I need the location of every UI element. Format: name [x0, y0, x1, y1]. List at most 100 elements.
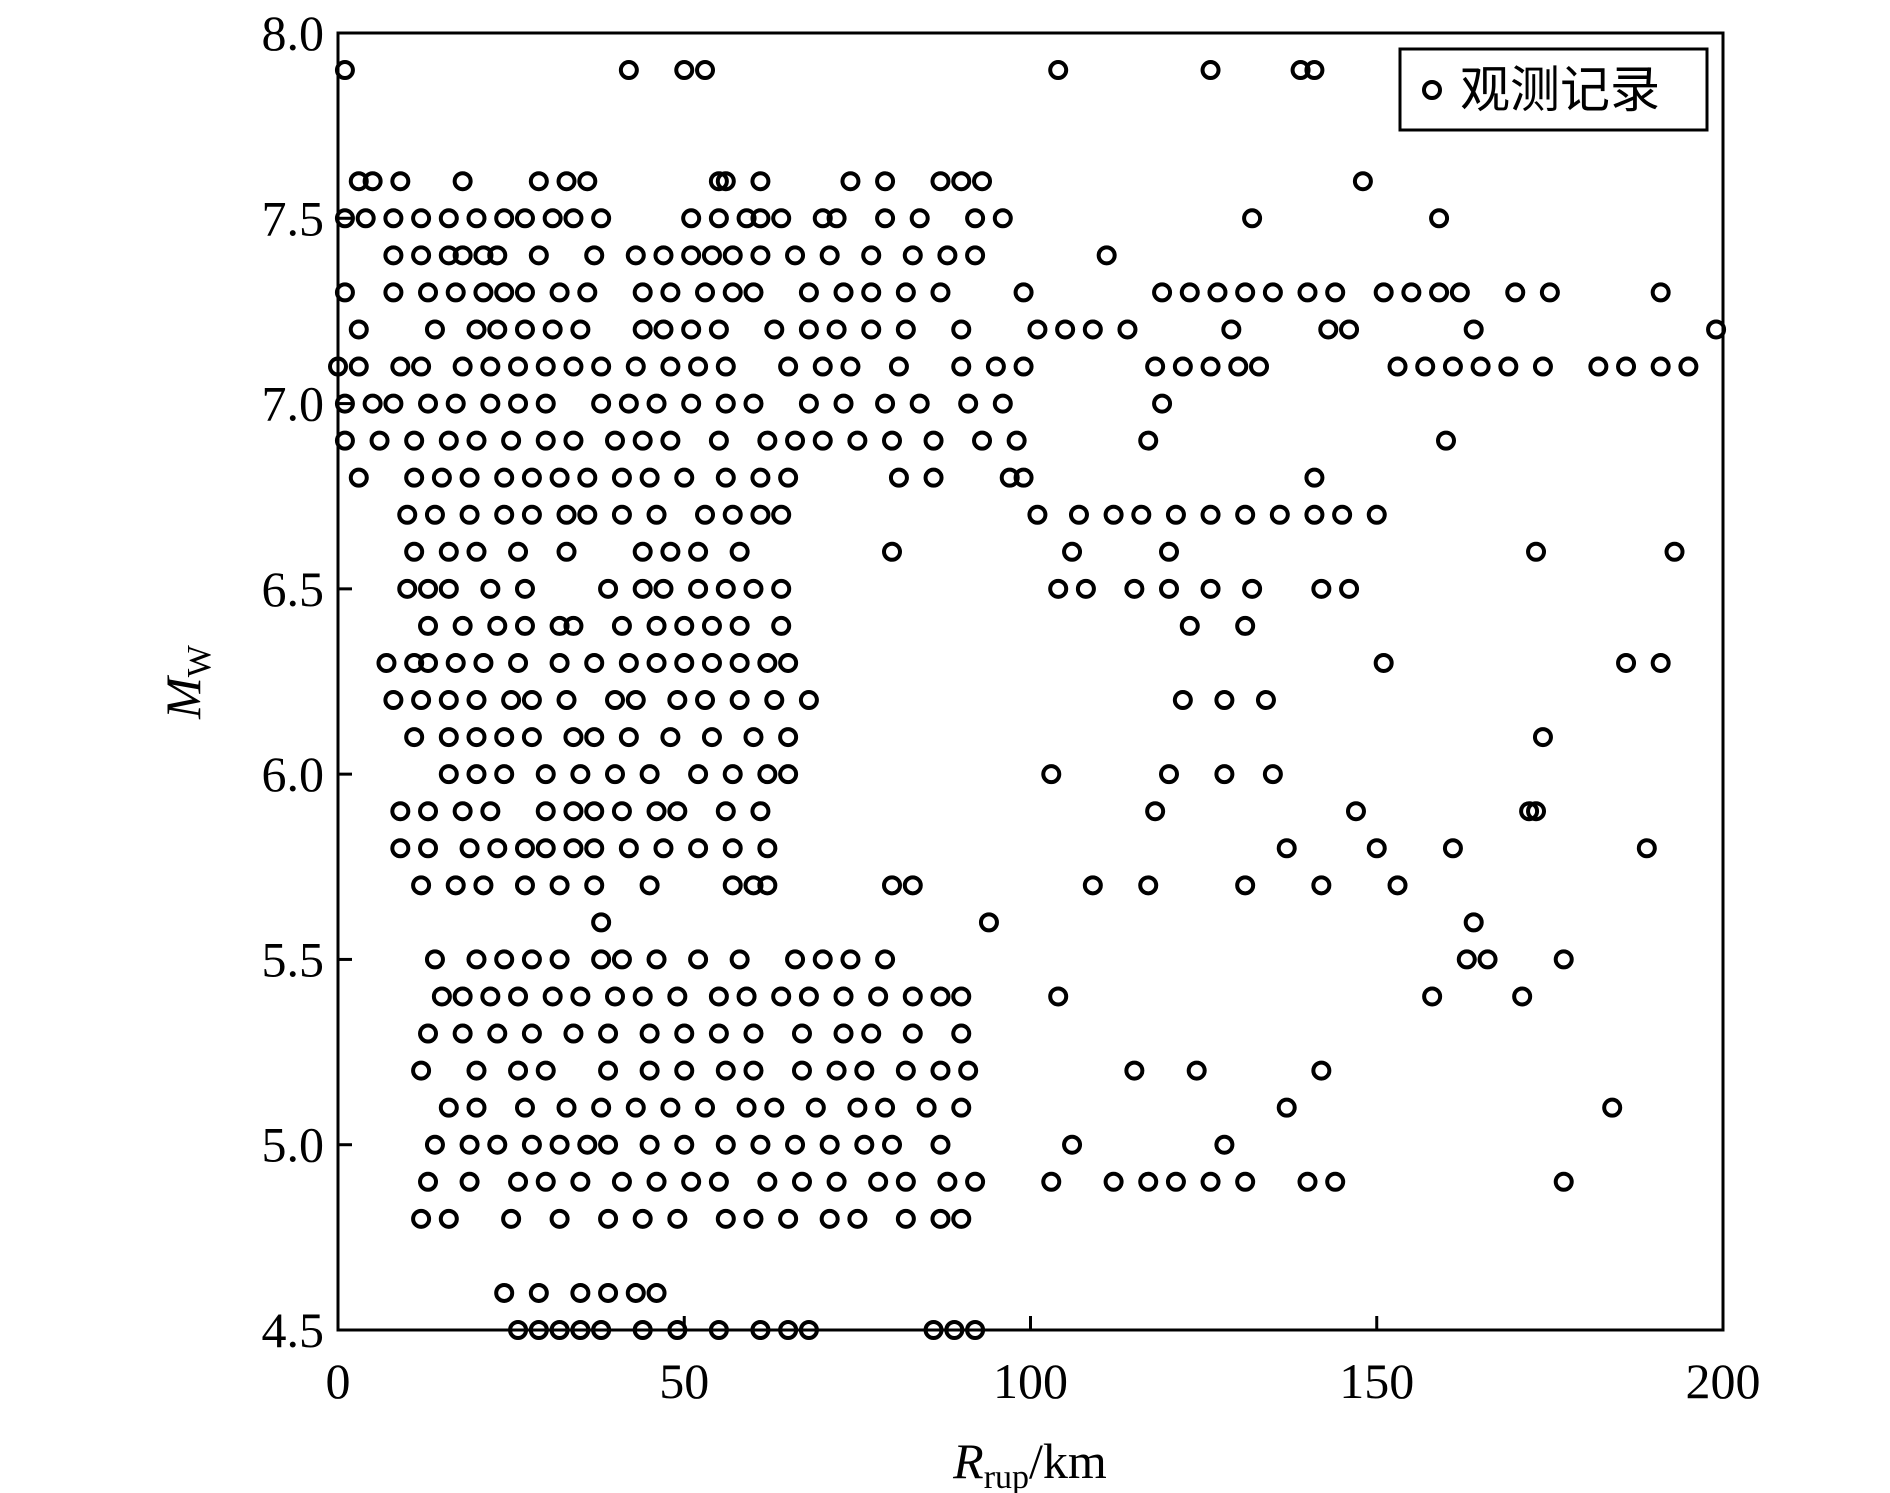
data-point	[888, 356, 909, 377]
data-point	[501, 690, 522, 711]
data-point	[390, 838, 411, 859]
data-point	[1179, 282, 1200, 303]
data-point	[1553, 1171, 1574, 1192]
legend-marker	[1422, 80, 1442, 100]
data-point	[902, 245, 923, 266]
data-point	[521, 949, 542, 970]
data-point	[1290, 60, 1311, 81]
data-point	[404, 467, 425, 488]
data-point	[584, 652, 605, 673]
data-point	[514, 319, 535, 340]
data-point	[1249, 356, 1270, 377]
data-point	[369, 430, 390, 451]
data-point	[1366, 838, 1387, 859]
data-point	[438, 727, 459, 748]
data-point	[611, 1171, 632, 1192]
data-point	[660, 356, 681, 377]
data-point	[951, 1023, 972, 1044]
y-tick-label: 7.0	[262, 376, 325, 432]
data-point	[445, 393, 466, 414]
data-point	[930, 986, 951, 1007]
data-point	[1366, 504, 1387, 525]
data-point	[514, 875, 535, 896]
data-point	[854, 1134, 875, 1155]
data-point	[1041, 1171, 1062, 1192]
data-point	[535, 838, 556, 859]
data-point	[632, 319, 653, 340]
data-point	[674, 467, 695, 488]
data-point	[715, 578, 736, 599]
data-point	[1505, 282, 1526, 303]
data-point	[404, 541, 425, 562]
data-point	[708, 1023, 729, 1044]
data-point	[695, 690, 716, 711]
data-point	[625, 245, 646, 266]
data-point	[466, 319, 487, 340]
data-point	[549, 282, 570, 303]
data-point	[729, 615, 750, 636]
data-point	[992, 393, 1013, 414]
data-point	[695, 504, 716, 525]
data-point	[875, 949, 896, 970]
data-point	[861, 282, 882, 303]
data-point	[556, 504, 577, 525]
data-point	[722, 282, 743, 303]
data-point	[785, 1134, 806, 1155]
data-point	[674, 1023, 695, 1044]
data-point	[833, 282, 854, 303]
data-point	[902, 875, 923, 896]
data-point	[1138, 1171, 1159, 1192]
data-point	[480, 393, 501, 414]
data-point	[528, 171, 549, 192]
data-point	[812, 430, 833, 451]
data-point	[418, 393, 439, 414]
data-point	[438, 245, 459, 266]
data-point	[729, 541, 750, 562]
data-point	[452, 801, 473, 822]
data-point	[674, 60, 695, 81]
data-point	[930, 171, 951, 192]
data-point	[771, 615, 792, 636]
data-point	[390, 801, 411, 822]
data-point	[1304, 60, 1325, 81]
data-point	[632, 430, 653, 451]
data-point	[404, 727, 425, 748]
data-point	[708, 1171, 729, 1192]
data-point	[1200, 60, 1221, 81]
data-point	[736, 208, 757, 229]
data-point	[895, 1171, 916, 1192]
data-point	[750, 1134, 771, 1155]
data-point	[1429, 282, 1450, 303]
data-point	[514, 208, 535, 229]
data-point	[598, 1023, 619, 1044]
data-point	[1463, 912, 1484, 933]
data-point	[875, 1097, 896, 1118]
data-point	[466, 208, 487, 229]
data-point	[951, 1208, 972, 1229]
data-point	[639, 875, 660, 896]
data-point	[348, 467, 369, 488]
data-point	[764, 690, 785, 711]
data-point	[632, 541, 653, 562]
data-point	[334, 208, 355, 229]
data-point	[778, 1320, 799, 1340]
data-point	[909, 393, 930, 414]
data-point	[660, 282, 681, 303]
data-point	[411, 1060, 432, 1081]
data-point	[681, 319, 702, 340]
data-point	[778, 467, 799, 488]
y-label-main: M	[155, 675, 211, 720]
y-tick-label: 7.5	[262, 190, 325, 246]
data-point	[438, 541, 459, 562]
data-point	[882, 430, 902, 451]
data-point	[646, 1282, 667, 1303]
data-point	[508, 393, 529, 414]
data-point	[1304, 467, 1325, 488]
data-point	[771, 504, 792, 525]
data-point	[459, 838, 480, 859]
data-point	[452, 171, 473, 192]
data-point	[840, 949, 861, 970]
data-point	[861, 319, 882, 340]
data-point	[1103, 1171, 1124, 1192]
data-point	[1041, 764, 1062, 785]
